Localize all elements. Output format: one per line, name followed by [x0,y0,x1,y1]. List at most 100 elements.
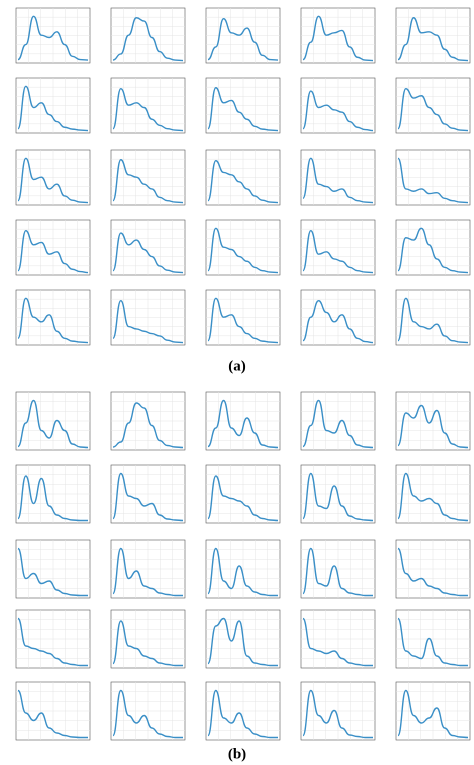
subplot [110,681,186,741]
subplot [395,219,471,276]
density-curve [302,300,374,344]
density-curve [207,475,279,522]
subplot [15,7,91,64]
subplot [395,77,471,134]
density-curve [17,475,88,522]
density-curve [397,17,469,62]
density-curve [112,689,183,739]
subplot [110,149,186,206]
subplot [205,77,281,134]
density-curve [112,88,184,132]
subplot [110,77,186,134]
panel-label: (a) [228,358,246,374]
density-curve [17,157,89,204]
subplot [15,464,91,524]
panel: (a) [15,7,471,374]
density-curve [112,232,184,274]
subplot [205,219,281,276]
subplot [205,7,281,64]
subplot [15,391,91,451]
density-curve [397,472,469,522]
density-curve [17,15,89,61]
density-curve [397,297,469,344]
subplot [300,289,376,346]
subplot [110,219,186,276]
panel-label: (b) [228,746,246,762]
subplot [395,289,471,346]
density-curve [17,617,88,667]
density-curve [302,547,373,597]
subplot [395,539,471,599]
density-curve [302,472,374,522]
subplot [300,149,376,206]
density-curve [207,689,278,739]
subplot [300,464,376,524]
density-curve [397,547,468,597]
density-curve [112,300,184,344]
density-curve [207,227,279,274]
density-curve [302,399,374,449]
subplot [205,609,281,669]
density-curve [397,88,469,132]
subplot [205,289,281,346]
subplot [110,7,186,64]
subplot [15,609,91,669]
density-curve [302,15,374,62]
density-curve [17,689,88,739]
density-curve [112,402,184,449]
density-curve [17,547,88,597]
subplot [110,391,186,451]
subplot [205,681,281,741]
density-curve [302,157,374,204]
density-curve [207,617,278,667]
subplot [300,681,376,741]
subplot [300,539,376,599]
density-curve [112,159,184,204]
density-curve [207,399,279,449]
subplot [15,681,91,741]
subplot [15,289,91,346]
subplot [110,289,186,346]
subplot [205,539,281,599]
subplot [110,609,186,669]
subplot [205,391,281,451]
density-curve [207,547,278,597]
subplot [395,7,471,64]
subplot [300,77,376,134]
subplot [110,464,186,524]
subplot [300,7,376,64]
subplot [15,77,91,134]
density-curve [397,404,469,449]
subplot [205,149,281,206]
subplot [395,149,471,206]
density-curve [112,547,183,597]
density-curve [397,689,469,739]
panel: (b) [15,391,471,762]
density-curve [397,617,468,667]
density-curve [302,617,373,667]
subplot [300,391,376,451]
subplot [15,539,91,599]
subplot [110,539,186,599]
density-curve [302,90,374,132]
subplot [205,464,281,524]
density-curve [112,472,184,522]
subplot [395,609,471,669]
density-curve [112,17,184,62]
subplot [395,391,471,451]
subplot [15,149,91,206]
subplot [395,681,471,741]
density-curve [17,399,89,449]
density-curve [207,297,279,344]
subplot [395,464,471,524]
density-curve [207,18,279,61]
density-curve [207,160,279,204]
density-curve [397,157,469,204]
subplot [300,609,376,669]
density-curve [207,87,279,132]
subplot [15,219,91,276]
density-curve [302,689,373,739]
density-curve [17,85,89,132]
